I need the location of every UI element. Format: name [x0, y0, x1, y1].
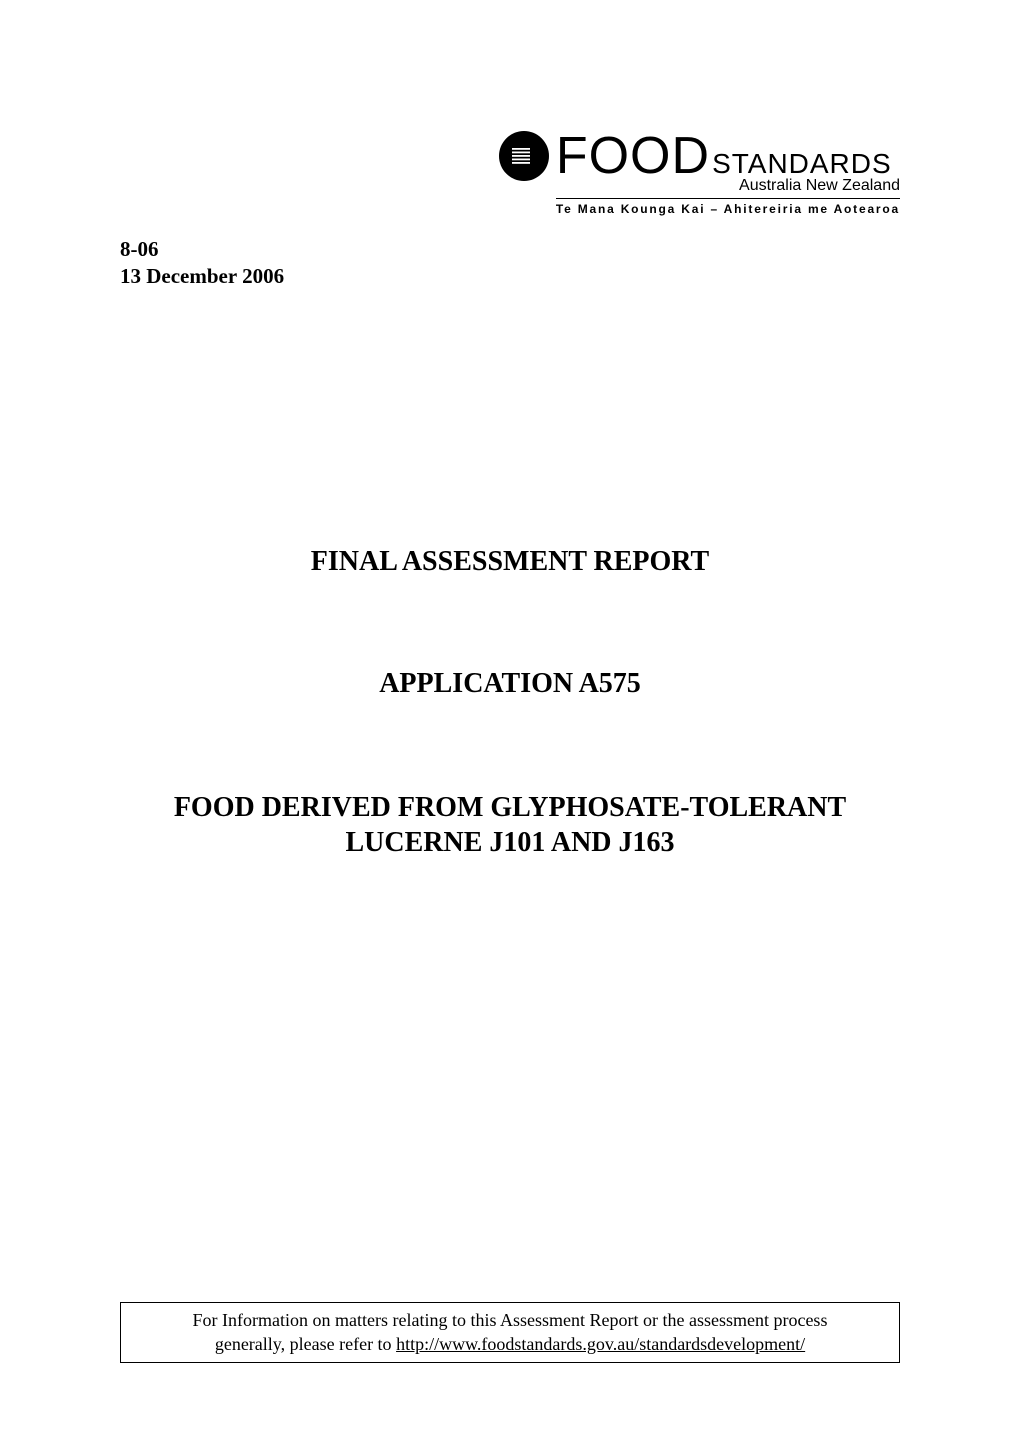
application-number-heading: APPLICATION A575: [120, 668, 900, 700]
footer-line2: generally, please refer to http://www.fo…: [131, 1333, 889, 1356]
logo-text-group: FOOD STANDARDS Australia New Zealand Te …: [556, 130, 900, 216]
logo-container: FOOD STANDARDS Australia New Zealand Te …: [120, 130, 900, 216]
footer-info-box: For Information on matters relating to t…: [120, 1302, 900, 1363]
application-title-line2: LUCERNE J101 AND J163: [120, 825, 900, 860]
logo-maori-text: Te Mana Kounga Kai – Ahitereiria me Aote…: [556, 202, 900, 216]
application-title-heading: FOOD DERIVED FROM GLYPHOSATE-TOLERANT LU…: [120, 790, 900, 860]
application-title-line1: FOOD DERIVED FROM GLYPHOSATE-TOLERANT: [120, 790, 900, 825]
logo-circle-icon: [498, 130, 550, 182]
footer-line1: For Information on matters relating to t…: [131, 1309, 889, 1332]
logo-word-food: FOOD: [556, 130, 710, 182]
logo-subtitle: Australia New Zealand: [556, 177, 900, 199]
document-reference: 8-06 13 December 2006: [120, 236, 900, 291]
document-page: FOOD STANDARDS Australia New Zealand Te …: [0, 0, 1020, 1443]
logo-word-standards: STANDARDS: [712, 150, 892, 178]
document-date: 13 December 2006: [120, 263, 900, 290]
document-code: 8-06: [120, 236, 900, 263]
food-standards-logo: FOOD STANDARDS Australia New Zealand Te …: [498, 130, 900, 216]
report-type-heading: FINAL ASSESSMENT REPORT: [120, 546, 900, 578]
logo-top-row: FOOD STANDARDS: [556, 130, 900, 182]
title-block: FINAL ASSESSMENT REPORT APPLICATION A575…: [120, 546, 900, 860]
footer-line2-prefix: generally, please refer to: [215, 1334, 396, 1354]
footer-link[interactable]: http://www.foodstandards.gov.au/standard…: [396, 1334, 805, 1354]
